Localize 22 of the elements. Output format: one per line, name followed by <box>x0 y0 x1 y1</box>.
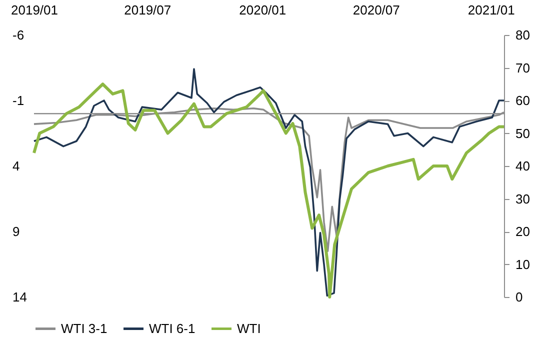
legend-label: WTI 6-1 <box>149 320 196 336</box>
y2-tick-label: 20 <box>516 224 530 239</box>
x-tick-label: 2020/07 <box>352 2 400 18</box>
y2-tick-label: 30 <box>516 191 530 206</box>
legend-label: WTI <box>237 320 261 336</box>
y2-tick-label: 40 <box>516 158 530 174</box>
x-tick-label: 2019/07 <box>124 2 172 18</box>
y2-tick-label: 70 <box>516 60 530 76</box>
y-tick-label: -1 <box>12 93 24 108</box>
x-tick-label: 2019/01 <box>11 2 58 18</box>
y2-tick-label: 60 <box>516 93 530 108</box>
y-tick-label: 9 <box>12 224 20 239</box>
y2-tick-label: 50 <box>516 126 530 141</box>
y2-tick-label: 80 <box>516 28 530 42</box>
y-tick-label: 4 <box>12 158 20 174</box>
y-tick-label: 14 <box>12 290 27 304</box>
y-tick-label: -6 <box>12 28 24 42</box>
legend-label: WTI 3-1 <box>61 320 108 336</box>
x-tick-label: 2020/01 <box>239 2 286 18</box>
y2-tick-label: 10 <box>516 256 530 272</box>
x-tick-label: 2021/01 <box>468 2 515 18</box>
y2-tick-label: 0 <box>516 290 523 304</box>
